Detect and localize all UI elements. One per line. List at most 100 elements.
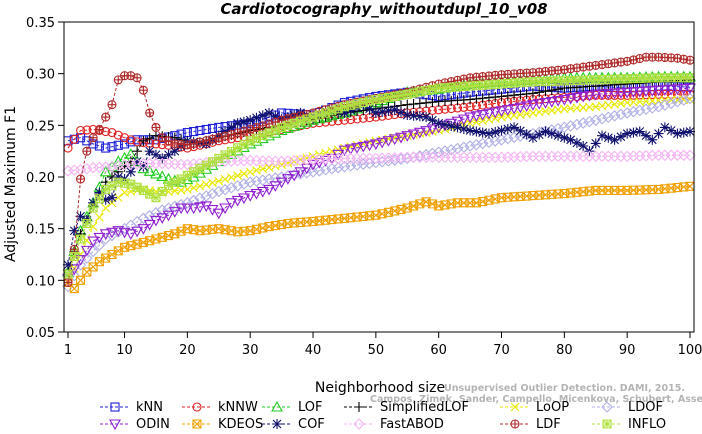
data-point bbox=[685, 55, 695, 65]
data-point bbox=[476, 110, 489, 121]
data-point bbox=[87, 236, 100, 248]
data-point bbox=[145, 108, 155, 118]
data-point bbox=[233, 171, 243, 180]
data-point bbox=[508, 131, 520, 144]
data-point bbox=[622, 90, 632, 100]
data-point bbox=[508, 103, 521, 115]
data-point bbox=[137, 162, 150, 174]
data-point bbox=[646, 102, 659, 114]
data-point bbox=[294, 168, 307, 180]
data-point bbox=[195, 163, 205, 174]
data-point bbox=[132, 137, 142, 147]
data-point bbox=[119, 133, 130, 143]
data-point bbox=[138, 85, 148, 95]
data-point bbox=[200, 201, 213, 213]
data-point bbox=[176, 174, 186, 184]
data-point bbox=[245, 136, 255, 146]
data-point bbox=[93, 232, 106, 244]
data-point bbox=[76, 275, 86, 285]
data-point bbox=[258, 130, 268, 141]
data-point bbox=[583, 115, 596, 128]
data-point bbox=[225, 198, 238, 209]
data-point bbox=[76, 125, 86, 136]
data-point bbox=[81, 252, 93, 264]
data-point bbox=[106, 227, 118, 239]
y-tick-label: 0.35 bbox=[26, 16, 55, 31]
data-point bbox=[496, 125, 507, 136]
data-point bbox=[401, 131, 414, 142]
data-point bbox=[68, 264, 81, 276]
data-point bbox=[470, 138, 483, 151]
data-point bbox=[289, 118, 299, 128]
data-point bbox=[546, 128, 557, 139]
data-point bbox=[226, 173, 236, 182]
data-point bbox=[107, 100, 117, 110]
data-point bbox=[684, 149, 696, 162]
data-point bbox=[307, 166, 319, 178]
plot-frame bbox=[63, 21, 695, 333]
data-point bbox=[489, 135, 502, 147]
data-point bbox=[157, 186, 167, 197]
data-point bbox=[156, 170, 169, 182]
data-point bbox=[520, 101, 533, 113]
data-point bbox=[113, 140, 123, 150]
data-point bbox=[150, 207, 162, 219]
data-point bbox=[256, 186, 269, 198]
watermark-line-2: Campos, Zimek, Sander, Campello, Micenko… bbox=[370, 394, 702, 405]
series-kdeos bbox=[63, 181, 695, 294]
data-point bbox=[169, 200, 181, 213]
data-point bbox=[189, 126, 199, 137]
data-point bbox=[402, 89, 412, 99]
data-point bbox=[596, 89, 608, 101]
data-point bbox=[219, 203, 232, 215]
data-point bbox=[76, 234, 86, 244]
data-point bbox=[288, 154, 300, 167]
data-point bbox=[119, 139, 130, 149]
data-point bbox=[150, 167, 162, 179]
data-point bbox=[95, 212, 104, 222]
data-point bbox=[277, 122, 287, 132]
data-point bbox=[69, 284, 79, 294]
data-point bbox=[621, 87, 634, 99]
legend-label: kNNW bbox=[218, 400, 258, 415]
x-tick-label: 70 bbox=[493, 343, 510, 358]
data-point bbox=[344, 144, 357, 156]
data-point bbox=[452, 122, 463, 133]
x-tick-label: 60 bbox=[430, 343, 447, 358]
data-point bbox=[106, 160, 118, 173]
data-point bbox=[685, 73, 695, 83]
data-point bbox=[94, 141, 104, 151]
data-point bbox=[63, 269, 73, 279]
data-point bbox=[201, 160, 211, 170]
data-point bbox=[206, 187, 219, 200]
data-point bbox=[495, 106, 508, 117]
data-point bbox=[351, 143, 363, 154]
data-point bbox=[251, 112, 262, 123]
data-point bbox=[338, 145, 351, 157]
data-point bbox=[63, 277, 73, 287]
chart-title: Cardiotocography_withoutdupl_10_v08 bbox=[220, 0, 547, 18]
data-point bbox=[647, 89, 657, 100]
data-point bbox=[101, 143, 111, 153]
data-point bbox=[214, 176, 224, 186]
data-point bbox=[80, 245, 93, 257]
legend-label: LoOP bbox=[536, 400, 569, 415]
legend-item-lof: LOF bbox=[262, 400, 323, 415]
data-point bbox=[451, 142, 464, 155]
data-point bbox=[627, 87, 640, 98]
data-point bbox=[126, 135, 136, 145]
data-point bbox=[175, 198, 187, 211]
data-point bbox=[239, 139, 249, 149]
legend: kNN kNNW LOF SimplifiedLOF LoOP LDOF ODIN KDEOS… bbox=[100, 400, 666, 432]
data-point bbox=[646, 86, 659, 97]
data-point bbox=[352, 99, 362, 109]
x-axis-title: Neighborhood size bbox=[315, 380, 445, 396]
legend-item-odin: ODIN bbox=[100, 417, 170, 432]
x-tick-label: 90 bbox=[619, 343, 636, 358]
data-point bbox=[233, 143, 243, 153]
data-point bbox=[677, 94, 690, 106]
data-point bbox=[333, 104, 343, 114]
y-tick-label: 0.30 bbox=[26, 68, 55, 83]
data-point bbox=[489, 107, 502, 119]
